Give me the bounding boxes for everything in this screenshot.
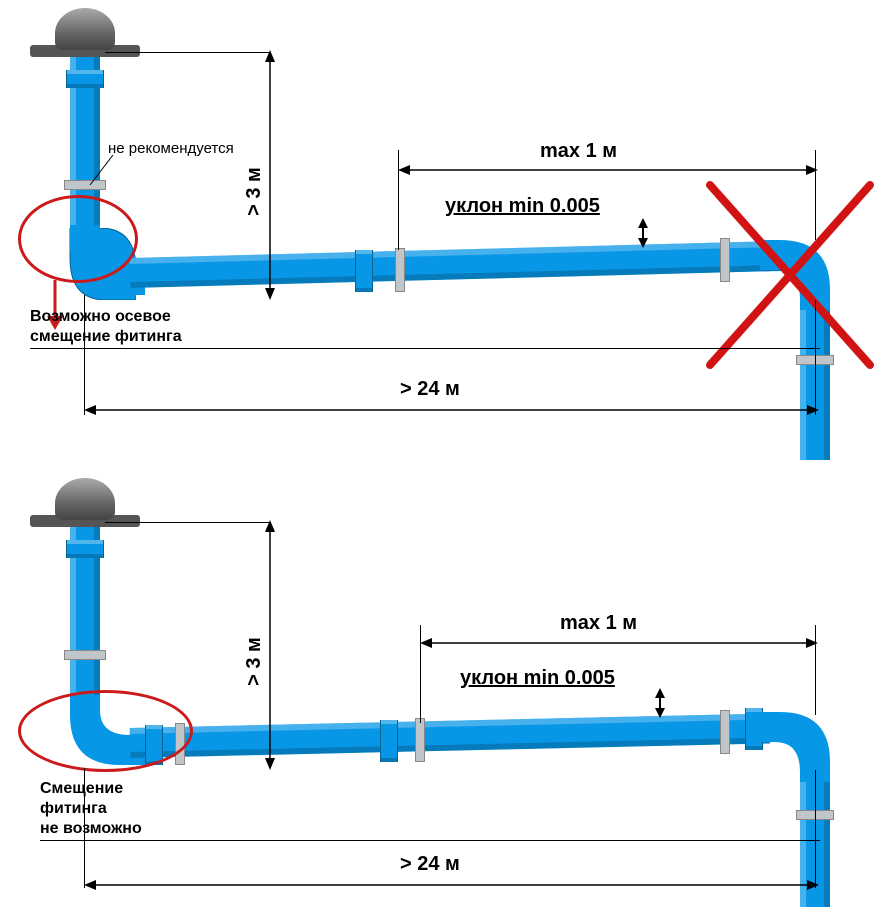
dim-ext (105, 522, 270, 523)
red-circle-annotation (18, 195, 138, 283)
coupler (66, 70, 104, 88)
slope-arrow-icon (650, 688, 670, 718)
pipe-clamp (64, 650, 106, 660)
drain-cap-icon (55, 8, 115, 50)
pipe-clamp (395, 248, 405, 292)
no-shift-label-line3: не возможно (40, 820, 142, 838)
dim-ext (40, 840, 820, 841)
coupler (66, 540, 104, 558)
dim-ext (105, 52, 270, 53)
axial-shift-label-line1: Возможно осевое (30, 308, 171, 326)
dim-ext (815, 300, 816, 415)
dim-24m (84, 400, 819, 420)
dim-max1m (398, 160, 818, 180)
pipe-clamp (415, 718, 425, 762)
drain-cap-icon (55, 478, 115, 520)
vertical-drop-label: > 3 м (243, 167, 266, 216)
no-shift-label-line1: Смещение (40, 780, 123, 798)
pipe-clamp (720, 710, 730, 754)
dim-ext (815, 770, 816, 888)
dim-ext (84, 768, 85, 888)
slope-label: уклон min 0.005 (460, 667, 615, 690)
no-shift-label-line2: фитинга (40, 800, 107, 818)
coupler (380, 720, 398, 762)
horizontal-length-label: > 24 м (400, 853, 460, 876)
dim-max1m (420, 633, 818, 653)
red-circle-annotation (18, 690, 193, 772)
pointer-line (88, 155, 118, 195)
dim-ext (30, 348, 820, 349)
bottom-panel-correct: > 3 м max 1 м уклон min 0.005 Смещение ф… (0, 470, 874, 908)
coupler (355, 250, 373, 292)
not-recommended-label: не рекомендуется (108, 140, 234, 157)
dim-24m (84, 875, 819, 895)
dim-ext (84, 295, 85, 415)
slope-label: уклон min 0.005 (445, 195, 600, 218)
axial-shift-label-line2: смещение фитинга (30, 328, 182, 346)
vertical-drop-label: > 3 м (243, 637, 266, 686)
top-panel-incorrect: > 3 м не рекомендуется max 1 м уклон min… (0, 0, 874, 460)
pipe-horizontal (130, 713, 771, 758)
horizontal-length-label: > 24 м (400, 378, 460, 401)
pipe-horizontal (130, 241, 791, 288)
max-span-label: max 1 м (560, 612, 637, 635)
incorrect-x-icon (700, 175, 874, 375)
slope-arrow-icon (633, 218, 653, 248)
max-span-label: max 1 м (540, 140, 617, 163)
